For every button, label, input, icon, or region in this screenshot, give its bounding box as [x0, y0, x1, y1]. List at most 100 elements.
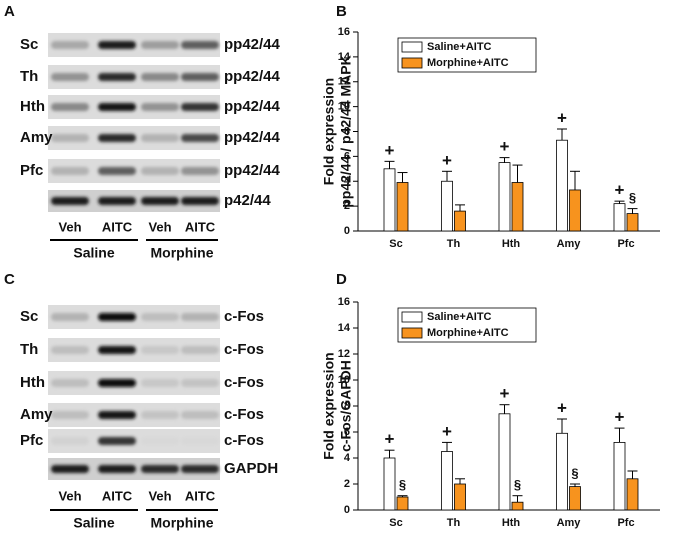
bar	[383, 168, 396, 232]
bar	[383, 457, 396, 511]
y-tick-label: 2	[344, 478, 350, 490]
significance-mark: +	[557, 398, 567, 417]
bar	[569, 486, 581, 511]
significance-mark: +	[500, 137, 510, 156]
bar	[396, 496, 409, 511]
x-tick-label: Hth	[502, 238, 521, 250]
panel-letter: A	[4, 3, 15, 20]
significance-mark: +	[557, 108, 567, 127]
panel-letter: B	[336, 3, 347, 20]
blot-band	[181, 73, 219, 81]
y-tick-label: 16	[338, 296, 350, 308]
row-label: Hth	[20, 98, 45, 115]
blot-band	[98, 437, 136, 445]
error-bar	[570, 483, 580, 487]
blot-band	[51, 41, 89, 49]
blot-band	[181, 346, 219, 354]
blot-band	[181, 103, 219, 111]
y-tick-label: 12	[338, 348, 350, 360]
significance-mark: §	[571, 465, 578, 480]
y-tick-label: 0	[344, 225, 350, 237]
loading-label: GAPDH	[224, 460, 278, 477]
legend-label: Saline+AITC	[427, 311, 492, 323]
row-label: Pfc	[20, 432, 43, 449]
blot-band	[141, 134, 179, 142]
target-label: pp42/44	[224, 129, 281, 146]
error-bar	[512, 164, 523, 183]
legend-label: Morphine+AITC	[427, 327, 509, 339]
blot-band	[51, 379, 89, 387]
x-tick-label: Sc	[389, 238, 402, 250]
target-label: c-Fos	[224, 406, 264, 423]
legend-label: Saline+AITC	[427, 41, 492, 53]
blot-band	[51, 103, 89, 111]
blot-band	[98, 167, 136, 175]
y-axis-label: Fold expression	[321, 78, 337, 185]
error-bar	[627, 208, 638, 214]
bar	[556, 432, 568, 511]
significance-mark: +	[615, 408, 625, 427]
blot-strip	[48, 95, 220, 119]
lane-label: Veh	[58, 219, 81, 234]
lane-label: Veh	[148, 219, 171, 234]
blot-band	[181, 167, 219, 175]
y-axis-label: c-Fos/GAPDH	[338, 360, 354, 452]
significance-mark: +	[500, 384, 510, 403]
significance-mark: +	[615, 181, 625, 200]
error-bar	[627, 470, 638, 479]
y-tick-label: 8	[344, 400, 350, 412]
target-label: pp42/44	[224, 98, 281, 115]
blot-strip	[48, 403, 220, 427]
lane-label: Veh	[58, 488, 81, 503]
y-tick-label: 8	[344, 125, 350, 137]
target-label: pp42/44	[224, 36, 281, 53]
error-bar	[570, 170, 580, 190]
lane-label: AITC	[185, 488, 216, 503]
y-tick-label: 14	[338, 51, 351, 63]
bar	[556, 139, 568, 232]
legend-swatch	[401, 311, 423, 323]
error-bar	[614, 427, 625, 443]
row-label: Hth	[20, 374, 45, 391]
blot-band	[181, 465, 219, 473]
blot-band	[51, 197, 89, 205]
blot-band	[98, 313, 136, 321]
significance-mark: §	[399, 477, 406, 492]
bar	[511, 182, 524, 232]
blot-band	[181, 411, 219, 419]
blot-band	[181, 41, 219, 49]
blot-band	[98, 103, 136, 111]
target-label: c-Fos	[224, 341, 264, 358]
blot-band	[141, 73, 179, 81]
lane-label: AITC	[102, 488, 133, 503]
y-axis-label: pp42/44 / p42/44 MAPK	[338, 55, 354, 208]
blot-band	[181, 197, 219, 205]
row-label: Sc	[20, 36, 38, 53]
bar	[454, 483, 466, 511]
error-bar	[614, 200, 625, 204]
y-tick-label: 2	[344, 200, 350, 212]
blot-band	[141, 167, 179, 175]
significance-mark: +	[385, 141, 395, 160]
blot-strip	[48, 305, 220, 329]
error-bar	[397, 172, 408, 183]
error-bar	[499, 157, 510, 163]
significance-mark: §	[514, 477, 521, 492]
blot-band	[141, 103, 179, 111]
x-tick-label: Hth	[502, 517, 521, 529]
blot-band	[141, 41, 179, 49]
blot-strip	[48, 371, 220, 395]
blot-band	[51, 437, 89, 445]
significance-mark: §	[629, 190, 636, 205]
legend-label: Morphine+AITC	[427, 57, 509, 69]
error-bar	[455, 478, 465, 484]
error-bar	[557, 418, 567, 434]
significance-mark: +	[385, 430, 395, 449]
blot-band	[51, 73, 89, 81]
blot-band	[141, 197, 179, 205]
x-tick-label: Amy	[557, 238, 582, 250]
y-tick-label: 6	[344, 150, 350, 162]
row-label: Th	[20, 68, 38, 85]
blot-band	[181, 437, 219, 445]
